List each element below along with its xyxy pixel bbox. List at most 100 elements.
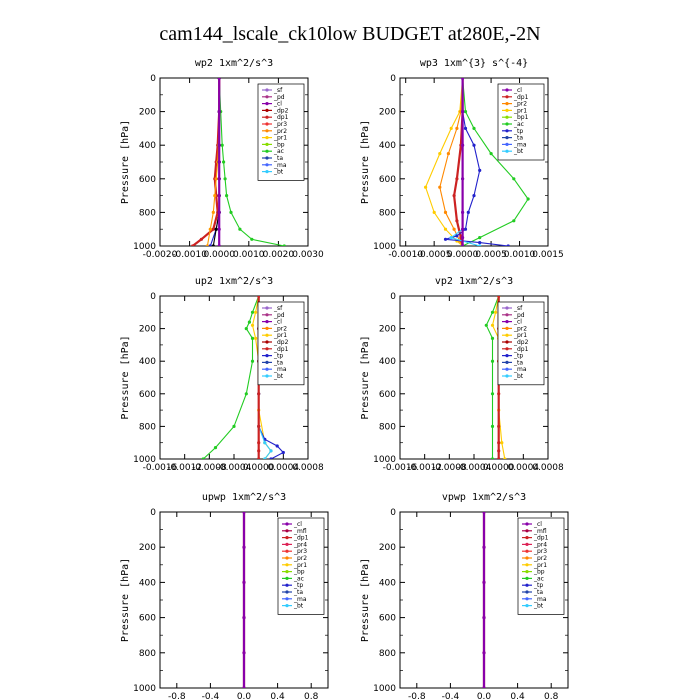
legend-marker	[505, 320, 509, 324]
legend-label: _pr2	[513, 101, 527, 108]
legend-label: _ma	[513, 366, 527, 373]
x-tick-label: -0.0004	[217, 463, 252, 473]
data-point	[217, 227, 221, 231]
series-line-ac	[202, 296, 260, 459]
legend-label: _cl	[513, 87, 522, 94]
legend-label: _ac	[513, 121, 524, 128]
legend-marker	[265, 149, 269, 153]
data-point	[497, 424, 501, 428]
y-tick-label: 1000	[373, 242, 396, 252]
legend-label: _dp1	[273, 114, 289, 121]
legend-marker	[265, 108, 269, 112]
y-tick-label: 200	[139, 325, 156, 335]
data-point	[225, 194, 229, 198]
data-point	[244, 392, 248, 396]
data-point	[482, 651, 486, 655]
legend-label: _pr1	[533, 562, 547, 569]
y-tick-label: 1000	[373, 684, 396, 694]
data-point	[242, 616, 246, 620]
x-tick-label: 0.4	[510, 692, 525, 700]
legend-label: _bt	[293, 603, 304, 610]
legend-marker	[525, 549, 529, 553]
data-point	[281, 450, 285, 455]
legend-label: _ma	[513, 141, 527, 148]
data-point	[461, 210, 465, 214]
legend-marker	[265, 320, 269, 324]
legend-marker	[525, 570, 529, 574]
x-tick-label: -0.0004	[457, 463, 492, 473]
legend-marker	[525, 583, 529, 587]
data-point	[490, 457, 495, 459]
data-point	[257, 449, 261, 453]
y-tick-label: 600	[379, 614, 396, 624]
legend-marker	[265, 367, 269, 371]
legend-marker	[505, 374, 509, 378]
legend-marker	[525, 597, 529, 601]
legend-label: _bp1	[513, 114, 529, 121]
data-point	[269, 449, 273, 453]
data-point	[478, 168, 482, 172]
data-point	[497, 449, 501, 453]
data-point	[478, 244, 482, 246]
legend-marker	[285, 570, 289, 574]
legend-label: _ma	[293, 596, 307, 603]
x-tick-label: -0.0010	[388, 250, 423, 260]
legend-marker	[265, 354, 269, 358]
series-line-ac	[218, 78, 285, 246]
legend-label: _dp2	[513, 339, 529, 346]
chart-panel-2: wp3 1xm^{3} s^{-4} Pressure [hPa] 0 200 400 6…	[360, 58, 564, 260]
data-point	[263, 457, 267, 459]
y-axis-label: Pressure [hPa]	[120, 120, 131, 204]
legend-label: _pr2	[513, 325, 527, 332]
y-axis-label: Pressure [hPa]	[120, 335, 131, 419]
legend-label: _cl	[293, 521, 302, 528]
legend-marker	[505, 347, 509, 351]
x-tick-label: 0.0	[237, 692, 252, 700]
data-point	[497, 392, 501, 396]
x-tick-label: -0.8	[408, 692, 426, 700]
legend-label: _pr1	[273, 332, 287, 339]
data-point	[438, 185, 442, 189]
data-point	[449, 126, 453, 130]
legend-marker	[265, 142, 269, 146]
legend-marker	[265, 102, 269, 106]
legend-label: _pr3	[533, 548, 547, 555]
x-tick-label: 0.0000	[243, 463, 275, 473]
legend-label: _pr4	[533, 541, 547, 548]
data-point	[490, 392, 495, 396]
data-point	[229, 210, 233, 214]
legend-marker	[265, 122, 269, 126]
data-point	[242, 651, 246, 655]
data-point	[497, 296, 501, 298]
legend-marker	[505, 354, 509, 358]
legend-label: _cl	[513, 319, 522, 326]
x-tick-label: 0.0004	[268, 463, 300, 473]
y-tick-label: 800	[139, 208, 156, 218]
plot-area	[242, 512, 246, 688]
x-tick-label: 0.0	[477, 692, 492, 700]
data-point	[466, 210, 470, 214]
data-point	[506, 244, 510, 246]
chart-panel-4: vp2 1xm^2/s^3 Pressure [hPa] 0 200 400 600 800…	[360, 276, 564, 473]
legend-marker	[265, 347, 269, 351]
data-point	[443, 210, 448, 214]
legend-label: _ac	[273, 148, 284, 155]
panel-title: up2 1xm^2/s^3	[195, 276, 273, 287]
legend-marker	[265, 88, 269, 92]
y-tick-label: 0	[390, 292, 396, 302]
legend-box	[257, 301, 305, 386]
x-tick-label: 0.0000	[483, 463, 515, 473]
chart-panel-5: upwp 1xm^2/s^3 Pressure [hPa] 0 200 400 600 80…	[120, 492, 329, 700]
legend-label: _dp1	[273, 346, 289, 353]
y-tick-label: 600	[139, 614, 156, 624]
legend-label: _pr3	[293, 548, 307, 555]
data-point	[242, 686, 246, 688]
x-tick-label: 0.0020	[263, 250, 295, 260]
legend-marker	[285, 556, 289, 560]
data-point	[250, 323, 255, 327]
data-point	[205, 244, 209, 246]
data-point	[238, 227, 242, 231]
chart-panel-6: vpwp 1xm^2/s^3 Pressure [hPa] 0 200 400 600 80…	[360, 492, 569, 700]
legend-label: _dp1	[513, 94, 529, 101]
legend-marker	[505, 115, 509, 119]
